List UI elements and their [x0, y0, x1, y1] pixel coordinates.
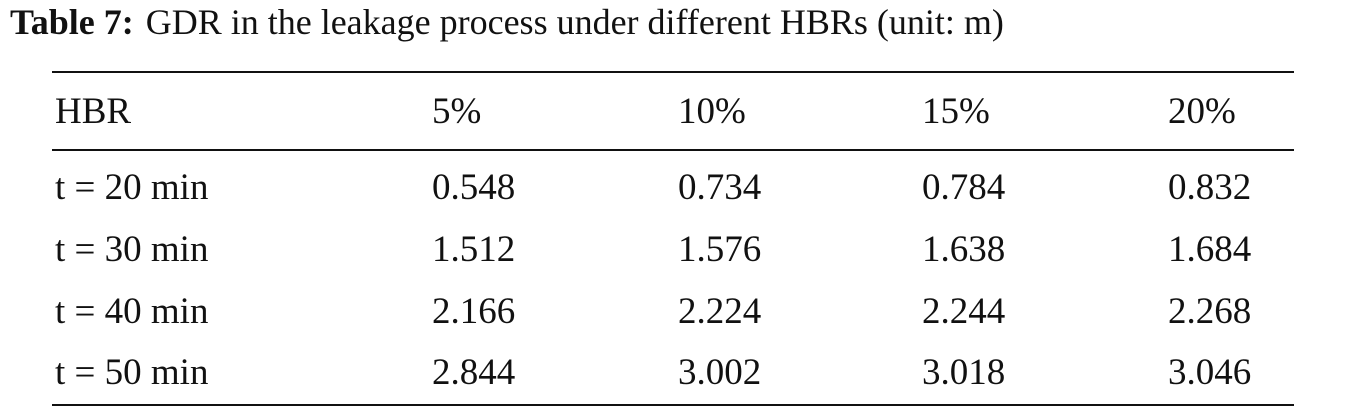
- table-cell: 1.512: [432, 229, 516, 270]
- mid-rule: [52, 149, 1294, 151]
- table-cell: 0.784: [922, 167, 1006, 208]
- table-cell: 2.244: [922, 291, 1006, 332]
- table-cell: 0.832: [1168, 167, 1252, 208]
- table-cell: 1.638: [922, 229, 1006, 270]
- table-cell: 2.844: [432, 352, 516, 393]
- row-label: t = 30 min: [55, 229, 209, 270]
- caption-text: GDR in the leakage process under differe…: [145, 2, 1004, 42]
- header-cell: 5%: [432, 91, 482, 132]
- table-cell: 3.018: [922, 352, 1006, 393]
- top-rule: [52, 71, 1294, 73]
- table-cell: 1.576: [678, 229, 762, 270]
- table-caption: Table 7: GDR in the leakage process under…: [10, 0, 1004, 44]
- table-cell: 0.734: [678, 167, 762, 208]
- header-cell: 15%: [922, 91, 990, 132]
- header-cell: 10%: [678, 91, 746, 132]
- table-cell: 2.224: [678, 291, 762, 332]
- table-cell: 3.046: [1168, 352, 1252, 393]
- table-cell: 2.166: [432, 291, 516, 332]
- table-cell: 1.684: [1168, 229, 1252, 270]
- caption-label: Table 7:: [10, 2, 134, 42]
- table-cell: 3.002: [678, 352, 762, 393]
- bottom-rule: [52, 404, 1294, 406]
- header-cell: HBR: [55, 91, 132, 132]
- row-label: t = 50 min: [55, 352, 209, 393]
- table-cell: 2.268: [1168, 291, 1252, 332]
- row-label: t = 40 min: [55, 291, 209, 332]
- row-label: t = 20 min: [55, 167, 209, 208]
- table-cell: 0.548: [432, 167, 516, 208]
- header-cell: 20%: [1168, 91, 1236, 132]
